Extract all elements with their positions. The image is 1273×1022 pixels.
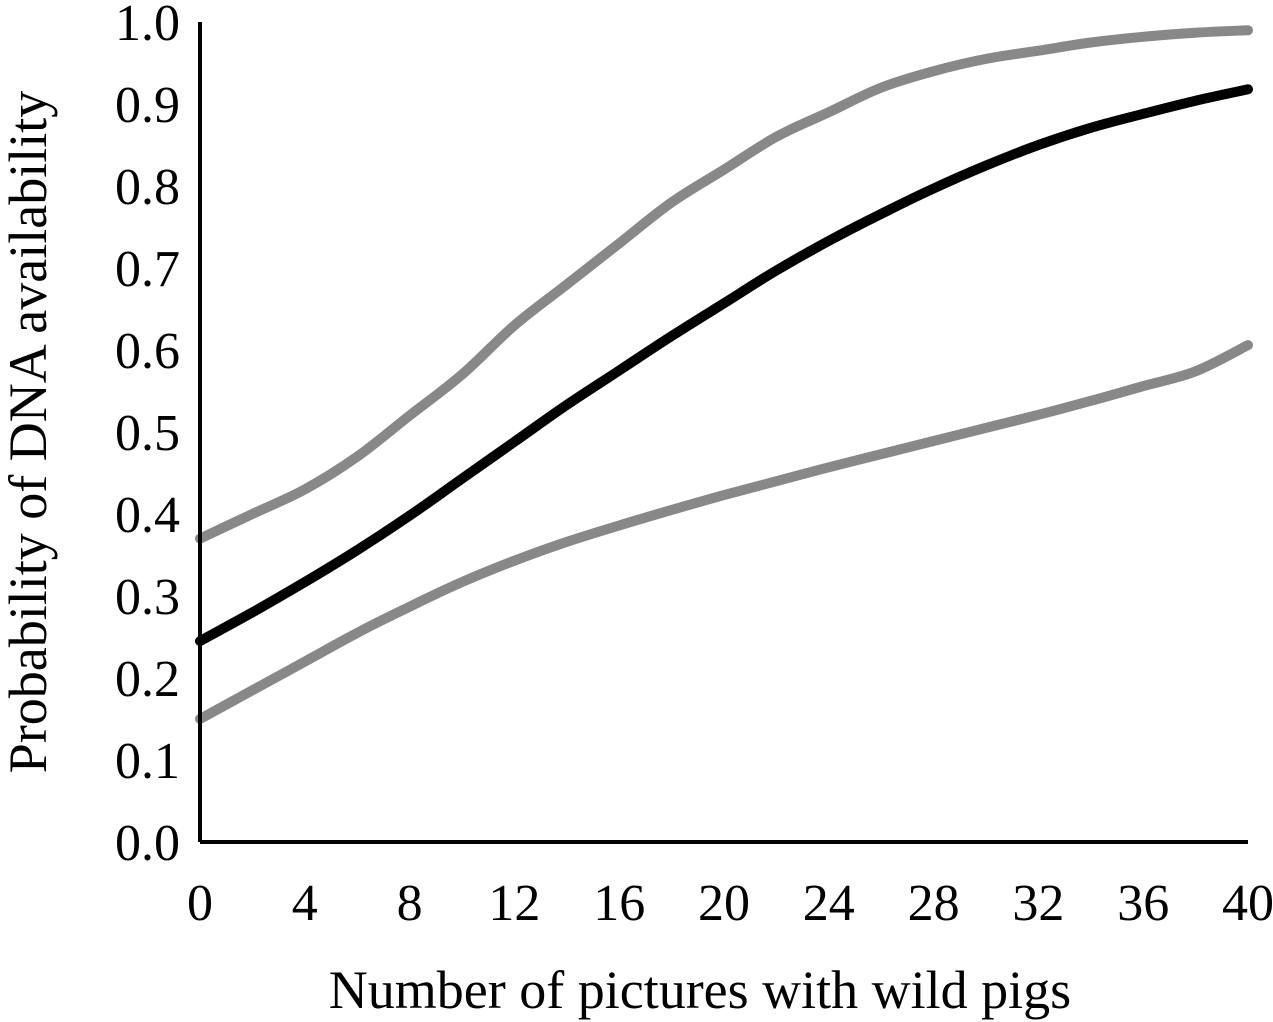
x-tick-label: 32 — [1012, 875, 1064, 932]
x-tick-label: 8 — [397, 875, 423, 932]
y-tick-label: 1.0 — [115, 0, 180, 52]
x-tick-label: 20 — [698, 875, 750, 932]
y-axis-title: Probability of DNA availability — [0, 91, 58, 773]
x-tick-label: 0 — [187, 875, 213, 932]
y-tick-label: 0.8 — [115, 159, 180, 216]
x-tick-label: 28 — [908, 875, 960, 932]
y-tick-label: 0.9 — [115, 77, 180, 134]
x-tick-label: 16 — [593, 875, 645, 932]
y-tick-label: 0.2 — [115, 651, 180, 708]
x-axis-title: Number of pictures with wild pigs — [329, 960, 1071, 1020]
x-tick-label: 24 — [803, 875, 855, 932]
x-tick-labels: 0 4 8 12 16 20 24 28 32 36 40 — [187, 875, 1273, 932]
y-tick-label: 0.4 — [115, 487, 180, 544]
y-tick-label: 0.7 — [115, 241, 180, 298]
y-tick-label: 0.3 — [115, 569, 180, 626]
x-tick-label: 4 — [292, 875, 318, 932]
y-tick-label: 0.6 — [115, 323, 180, 380]
y-tick-label: 0.1 — [115, 733, 180, 790]
series-line-1 — [195, 25, 1253, 544]
x-tick-label: 36 — [1117, 875, 1169, 932]
series-line-2 — [195, 84, 1253, 647]
y-tick-labels: 0.0 0.1 0.2 0.3 0.4 0.5 0.6 0.7 0.8 0.9 1.0 — [115, 0, 180, 872]
x-tick-label: 12 — [488, 875, 540, 932]
series-layer — [195, 25, 1253, 724]
y-tick-label: 0.0 — [115, 815, 180, 872]
y-tick-label: 0.5 — [115, 405, 180, 462]
series-line-3 — [195, 340, 1253, 724]
x-tick-label: 40 — [1222, 875, 1273, 932]
